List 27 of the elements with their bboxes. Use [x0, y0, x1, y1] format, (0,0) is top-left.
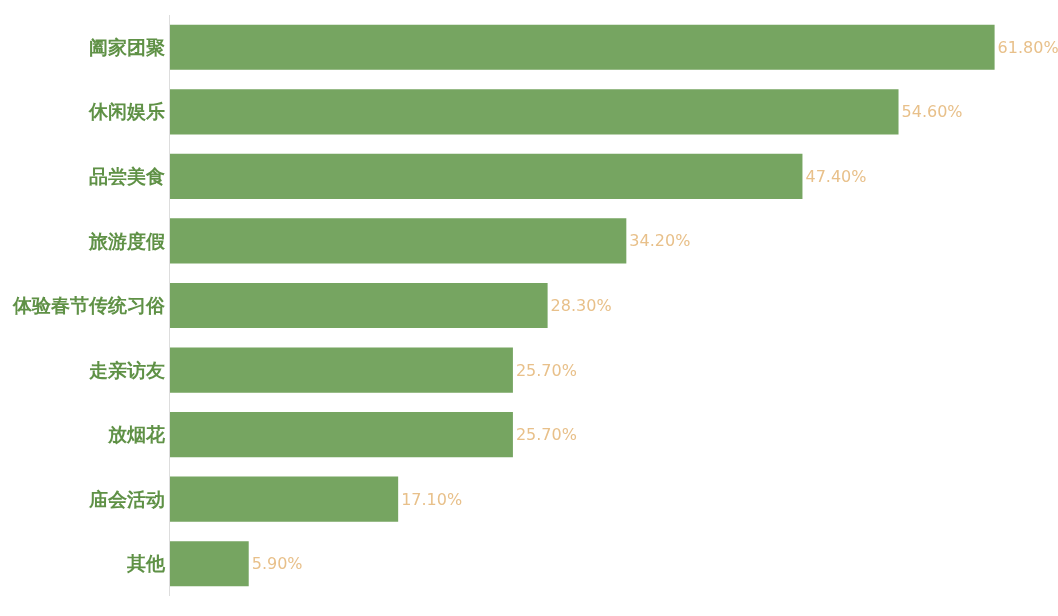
y-tick-label: 其他 — [126, 552, 167, 575]
y-tick-label: 放烟花 — [107, 423, 167, 446]
bar — [170, 347, 513, 393]
data-label: 54.60% — [901, 102, 963, 122]
data-label: 17.10% — [401, 489, 463, 509]
data-label: 25.70% — [515, 360, 577, 380]
bar — [170, 153, 803, 199]
data-label: 34.20% — [629, 231, 691, 251]
bar — [170, 89, 899, 135]
bar — [170, 476, 399, 522]
y-tick-label: 体验春节传统习俗 — [12, 294, 167, 317]
data-label: 5.90% — [251, 554, 303, 574]
data-label: 61.80% — [997, 37, 1058, 57]
bar — [170, 218, 627, 264]
data-label: 28.30% — [550, 296, 612, 315]
y-tick-label: 庙会活动 — [88, 487, 166, 510]
bar — [170, 541, 249, 587]
y-tick-label: 休闲娱乐 — [88, 100, 166, 123]
y-tick-label: 走亲访友 — [88, 358, 166, 381]
bar — [170, 24, 995, 70]
data-label: 47.40% — [805, 166, 867, 186]
y-tick-label: 旅游度假 — [88, 229, 167, 252]
y-tick-label: 品尝美食 — [89, 165, 166, 188]
data-label: 25.70% — [515, 425, 577, 445]
y-tick-label: 阖家团聚 — [89, 35, 166, 58]
bar — [170, 282, 548, 329]
bar — [170, 412, 513, 458]
